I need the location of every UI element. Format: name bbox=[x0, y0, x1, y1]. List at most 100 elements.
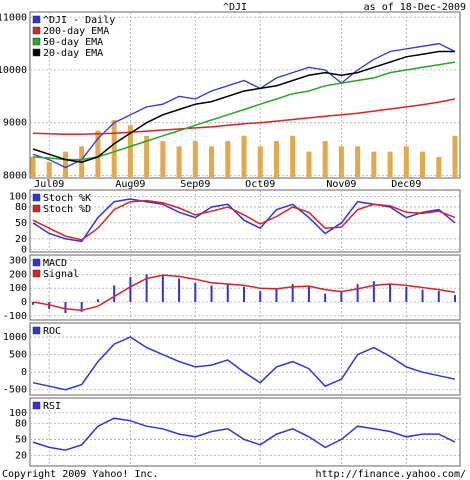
macd-bar bbox=[113, 285, 116, 303]
volume-bar bbox=[209, 146, 215, 178]
macd-bar bbox=[210, 285, 213, 303]
y-tick-label: 50 bbox=[15, 434, 27, 445]
volume-bar bbox=[355, 146, 361, 178]
volume-bar bbox=[273, 141, 279, 178]
volume-bar bbox=[144, 135, 150, 178]
macd-bar bbox=[340, 292, 343, 303]
legend-swatch bbox=[32, 401, 41, 410]
legend-label: RSI bbox=[43, 401, 61, 412]
y-tick-label: 50 bbox=[15, 218, 27, 229]
x-tick-label: Jul09 bbox=[34, 179, 64, 190]
y-tick-label: 0 bbox=[21, 244, 27, 255]
macd-bar bbox=[96, 299, 99, 303]
volume-bar bbox=[290, 135, 296, 178]
x-tick-label: Nov09 bbox=[326, 179, 356, 190]
series-line bbox=[32, 336, 456, 391]
macd-bar bbox=[259, 290, 262, 303]
volume-bar bbox=[371, 151, 377, 178]
macd-bar bbox=[243, 286, 245, 303]
macd-bar bbox=[194, 282, 197, 303]
legend-label: ROC bbox=[43, 326, 61, 337]
macd-bar bbox=[437, 290, 440, 303]
volume-bar bbox=[111, 120, 117, 178]
macd-bar bbox=[226, 284, 229, 303]
series-line bbox=[32, 61, 456, 161]
y-tick-label: 0 bbox=[21, 367, 27, 378]
macd-bar bbox=[178, 278, 181, 303]
volume-bar bbox=[387, 151, 393, 178]
volume-bar bbox=[46, 162, 52, 178]
volume-bar bbox=[420, 151, 426, 178]
y-tick-label: 20 bbox=[15, 450, 27, 461]
x-tick-label: Dec09 bbox=[391, 179, 421, 190]
y-tick-label: 300 bbox=[9, 256, 27, 267]
legend-swatch bbox=[32, 204, 41, 213]
macd-bar bbox=[80, 302, 83, 312]
legend-swatch bbox=[32, 258, 41, 267]
series-line bbox=[32, 50, 455, 163]
macd-bar bbox=[161, 275, 164, 303]
volume-bar bbox=[225, 141, 231, 178]
series-line bbox=[32, 98, 456, 136]
macd-bar bbox=[129, 277, 132, 303]
volume-bar bbox=[322, 141, 328, 178]
chart-title: ^DJI bbox=[223, 2, 247, 13]
y-tick-label: 500 bbox=[9, 350, 27, 361]
macd-bar bbox=[405, 286, 408, 303]
volume-bar bbox=[403, 146, 409, 178]
y-tick-label: -500 bbox=[3, 385, 27, 396]
y-tick-label: 10000 bbox=[0, 65, 27, 76]
legend-label: ^DJI - Daily bbox=[43, 15, 115, 26]
volume-bar bbox=[176, 146, 182, 178]
volume-bar bbox=[306, 151, 312, 178]
macd-bar bbox=[275, 288, 278, 303]
macd-bar bbox=[454, 295, 456, 303]
legend-swatch bbox=[32, 15, 41, 24]
series-line bbox=[32, 417, 456, 451]
legend-label: MACD bbox=[43, 258, 67, 269]
volume-bar bbox=[95, 130, 101, 178]
y-tick-label: 9000 bbox=[3, 118, 27, 129]
volume-bar bbox=[192, 141, 198, 178]
y-tick-label: 80 bbox=[15, 419, 27, 430]
x-tick-label: Sep09 bbox=[180, 179, 210, 190]
macd-bar bbox=[389, 284, 392, 303]
macd-bar bbox=[32, 302, 34, 305]
volume-bar bbox=[160, 141, 166, 178]
legend-swatch bbox=[32, 193, 41, 202]
y-tick-label: 8000 bbox=[3, 170, 27, 181]
macd-bar bbox=[291, 284, 294, 303]
legend-swatch bbox=[32, 326, 41, 335]
x-tick-label: Oct09 bbox=[245, 179, 275, 190]
y-tick-label: 100 bbox=[9, 408, 27, 419]
legend-label: Stoch %D bbox=[43, 204, 91, 215]
volume-bar bbox=[62, 151, 68, 178]
panel-frame bbox=[29, 397, 461, 467]
macd-bar bbox=[356, 284, 359, 303]
macd-bar bbox=[64, 302, 67, 314]
macd-bar bbox=[324, 293, 327, 303]
macd-bar bbox=[145, 274, 148, 303]
volume-bar bbox=[338, 146, 344, 178]
series-line bbox=[32, 199, 456, 241]
legend-label: 20-day EMA bbox=[43, 48, 103, 59]
y-tick-label: 100 bbox=[9, 283, 27, 294]
y-tick-label: 11000 bbox=[0, 12, 27, 23]
panel-frame bbox=[29, 322, 461, 396]
legend-label: 200-day EMA bbox=[43, 26, 109, 37]
y-tick-label: 20 bbox=[15, 234, 27, 245]
legend-label: 50-day EMA bbox=[43, 37, 103, 48]
macd-bar bbox=[421, 289, 424, 303]
macd-bar bbox=[372, 281, 375, 303]
legend-swatch bbox=[32, 26, 41, 35]
volume-bar bbox=[436, 156, 442, 178]
volume-bar bbox=[241, 135, 247, 178]
y-tick-label: 100 bbox=[9, 191, 27, 202]
legend-label: Signal bbox=[43, 269, 79, 280]
volume-bar bbox=[257, 146, 263, 178]
copyright: Copyright 2009 Yahoo! Inc. bbox=[2, 469, 159, 480]
legend-swatch bbox=[32, 37, 41, 46]
y-tick-label: 0 bbox=[21, 297, 27, 308]
y-tick-label: -100 bbox=[3, 311, 27, 322]
